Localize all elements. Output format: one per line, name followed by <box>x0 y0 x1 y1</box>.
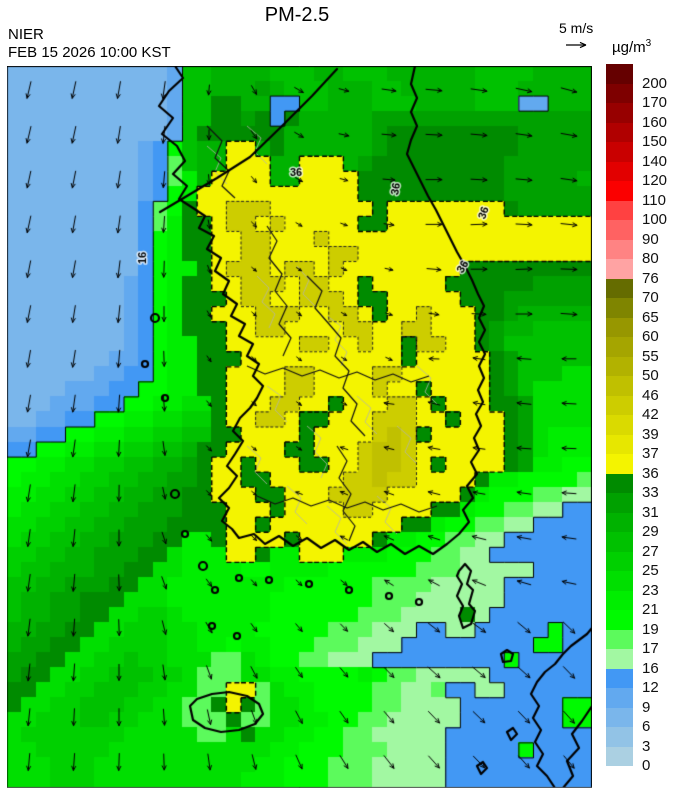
colorbar-tick-label: 70 <box>642 289 659 307</box>
colorbar-tick-label: 80 <box>642 250 659 268</box>
colorbar-segment <box>606 161 633 181</box>
colorbar-tick-label: 36 <box>642 464 659 482</box>
colorbar-segment <box>606 571 633 591</box>
wind-reference-arrow-icon <box>566 41 587 49</box>
colorbar-tick-label: 110 <box>642 191 666 209</box>
colorbar: 200 170 160 150 140 120 110 100 90 80 76 70 65 60 55 50… <box>606 64 673 774</box>
colorbar-tick-label: 76 <box>642 269 659 287</box>
colorbar-tick-label: 140 <box>642 152 668 170</box>
colorbar-segment <box>606 103 633 123</box>
pm25-concentration-map <box>7 66 592 788</box>
colorbar-segment <box>606 649 633 669</box>
colorbar-segment <box>606 181 633 201</box>
timestamp-label: FEB 15 2026 10:00 KST <box>8 44 171 61</box>
colorbar-tick-label: 0 <box>642 757 651 775</box>
colorbar-tick-label: 150 <box>642 133 668 151</box>
colorbar-segment <box>606 142 633 162</box>
colorbar-segment <box>606 376 633 396</box>
colorbar-segment <box>606 727 633 747</box>
colorbar-segment <box>606 317 633 337</box>
colorbar-segment <box>606 220 633 240</box>
colorbar-segment <box>606 64 633 84</box>
colorbar-tick-label: 160 <box>642 113 668 131</box>
units-exponent: 3 <box>645 38 652 49</box>
colorbar-segment <box>606 395 633 415</box>
colorbar-tick-label: 37 <box>642 445 659 463</box>
units-base: µg/m <box>612 39 646 56</box>
colorbar-tick-label: 46 <box>642 386 659 404</box>
colorbar-segment <box>606 746 633 766</box>
colorbar-segment <box>606 707 633 727</box>
colorbar-segment <box>606 83 633 103</box>
colorbar-tick-label: 17 <box>642 640 659 658</box>
colorbar-tick-label: 170 <box>642 94 668 112</box>
colorbar-segment <box>606 200 633 220</box>
colorbar-tick-label: 25 <box>642 562 659 580</box>
colorbar-segment <box>606 356 633 376</box>
colorbar-tick-label: 55 <box>642 347 659 365</box>
colorbar-segment <box>606 239 633 259</box>
colorbar-tick-label: 90 <box>642 230 659 248</box>
colorbar-tick-label: 42 <box>642 406 659 424</box>
colorbar-tick-label: 21 <box>642 601 659 619</box>
colorbar-tick-label: 39 <box>642 425 659 443</box>
colorbar-segment <box>606 415 633 435</box>
colorbar-segment <box>606 590 633 610</box>
colorbar-segment <box>606 278 633 298</box>
colorbar-segment <box>606 493 633 513</box>
colorbar-tick-label: 9 <box>642 698 651 716</box>
colorbar-tick-label: 60 <box>642 328 659 346</box>
colorbar-tick-label: 27 <box>642 542 659 560</box>
colorbar-tick-label: 33 <box>642 484 659 502</box>
colorbar-segment <box>606 259 633 279</box>
colorbar-segment <box>606 688 633 708</box>
agency-label: NIER <box>8 26 44 43</box>
colorbar-tick-label: 23 <box>642 581 659 599</box>
colorbar-tick-label: 31 <box>642 503 659 521</box>
colorbar-tick-label: 65 <box>642 308 659 326</box>
colorbar-tick-label: 6 <box>642 718 651 736</box>
colorbar-segment <box>606 122 633 142</box>
colorbar-units-label: µg/m3 <box>612 38 651 56</box>
colorbar-tick-label: 12 <box>642 679 659 697</box>
colorbar-segment <box>606 454 633 474</box>
colorbar-tick-label: 16 <box>642 659 659 677</box>
colorbar-tick-label: 50 <box>642 367 659 385</box>
colorbar-tick-label: 19 <box>642 620 659 638</box>
colorbar-segment <box>606 337 633 357</box>
colorbar-segment <box>606 629 633 649</box>
colorbar-segment <box>606 551 633 571</box>
colorbar-tick-label: 3 <box>642 737 651 755</box>
colorbar-tick-label: 100 <box>642 211 668 229</box>
colorbar-segment <box>606 298 633 318</box>
colorbar-segment <box>606 434 633 454</box>
colorbar-tick-label: 120 <box>642 172 668 190</box>
page-title: PM-2.5 <box>264 4 330 26</box>
colorbar-segment <box>606 532 633 552</box>
colorbar-segment <box>606 610 633 630</box>
colorbar-segment <box>606 473 633 493</box>
colorbar-segment <box>606 512 633 532</box>
wind-speed-reference-label: 5 m/s <box>559 20 594 36</box>
colorbar-segment <box>606 668 633 688</box>
colorbar-tick-label: 29 <box>642 523 659 541</box>
colorbar-tick-label: 200 <box>642 74 668 92</box>
